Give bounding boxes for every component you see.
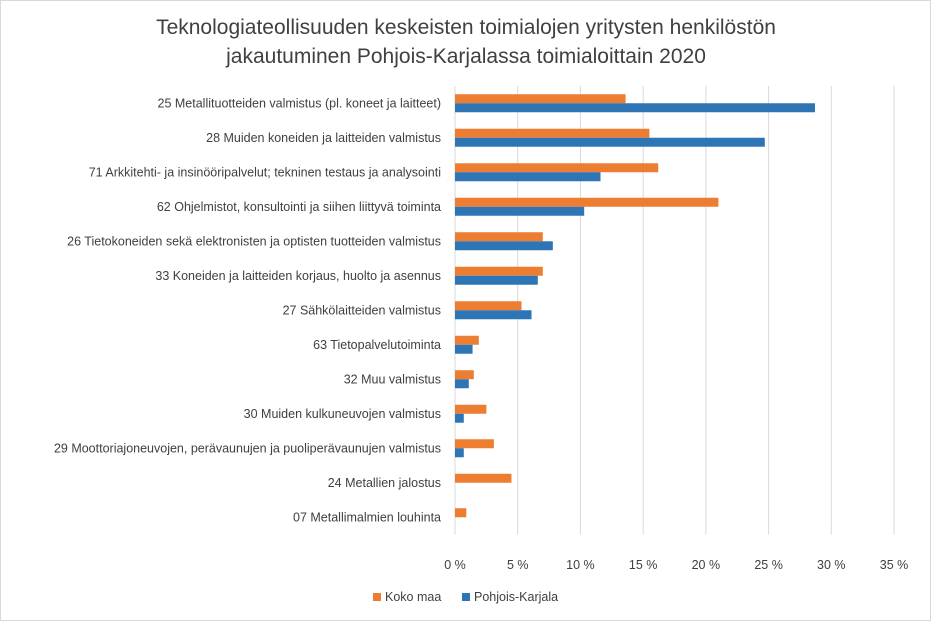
category-label-1: 28 Muiden koneiden ja laitteiden valmist… — [206, 131, 441, 145]
bar-pohjois-karjala-3 — [455, 206, 585, 216]
chart-title-line-2: jakautuminen Pohjois-Karjalassa toimialo… — [225, 45, 706, 68]
bar-koko-maa-6 — [455, 301, 522, 311]
legend-swatch-pohjois-karjala — [462, 593, 470, 601]
bar-koko-maa-1 — [455, 128, 650, 138]
x-tick-label-4: 20 % — [692, 558, 721, 572]
x-tick-label-3: 15 % — [629, 558, 658, 572]
category-label-4: 26 Tietokoneiden sekä elektronisten ja o… — [67, 234, 441, 248]
bar-pohjois-karjala-1 — [455, 137, 765, 147]
bar-koko-maa-12 — [455, 508, 467, 518]
bars — [455, 94, 815, 518]
gridlines — [454, 86, 895, 535]
category-label-8: 32 Muu valmistus — [344, 372, 441, 386]
x-tick-label-6: 30 % — [817, 558, 846, 572]
category-label-2: 71 Arkkitehti- ja insinööripalvelut; tek… — [89, 165, 441, 179]
bar-pohjois-karjala-10 — [455, 448, 464, 458]
bar-koko-maa-11 — [455, 473, 512, 483]
category-label-10: 29 Moottoriajoneuvojen, perävaunujen ja … — [54, 441, 441, 455]
bar-pohjois-karjala-5 — [455, 275, 538, 285]
category-label-6: 27 Sähkölaitteiden valmistus — [283, 303, 441, 317]
x-tick-label-5: 25 % — [754, 558, 783, 572]
chart-title: Teknologiateollisuuden keskeisten toimia… — [156, 16, 776, 68]
category-label-12: 07 Metallimalmien louhinta — [293, 510, 441, 524]
bar-koko-maa-9 — [455, 404, 487, 414]
bar-pohjois-karjala-2 — [455, 172, 601, 182]
bar-koko-maa-8 — [455, 370, 474, 380]
bar-koko-maa-5 — [455, 266, 543, 276]
category-labels: 25 Metallituotteiden valmistus (pl. kone… — [54, 96, 441, 524]
bar-pohjois-karjala-7 — [455, 344, 473, 354]
x-tick-label-7: 35 % — [880, 558, 909, 572]
category-label-3: 62 Ohjelmistot, konsultointi ja siihen l… — [157, 200, 441, 214]
bar-koko-maa-10 — [455, 439, 494, 449]
x-tick-labels: 0 % 5 % 10 % 15 % 20 % 25 % 30 % 35 % — [444, 558, 908, 572]
bar-pohjois-karjala-4 — [455, 241, 553, 251]
x-tick-label-2: 10 % — [566, 558, 595, 572]
bar-pohjois-karjala-8 — [455, 379, 469, 389]
x-tick-label-1: 5 % — [507, 558, 529, 572]
bar-koko-maa-2 — [455, 163, 659, 173]
bar-pohjois-karjala-6 — [455, 310, 532, 320]
category-label-5: 33 Koneiden ja laitteiden korjaus, huolt… — [155, 269, 441, 283]
legend-label-koko-maa: Koko maa — [385, 590, 441, 604]
category-label-7: 63 Tietopalvelutoiminta — [313, 338, 441, 352]
bar-pohjois-karjala-9 — [455, 413, 464, 423]
bar-koko-maa-0 — [455, 94, 626, 104]
legend[interactable]: Koko maa Pohjois-Karjala — [373, 590, 558, 604]
bar-koko-maa-4 — [455, 232, 543, 242]
x-tick-label-0: 0 % — [444, 558, 466, 572]
category-label-9: 30 Muiden kulkuneuvojen valmistus — [244, 407, 441, 421]
legend-label-pohjois-karjala: Pohjois-Karjala — [474, 590, 558, 604]
bar-pohjois-karjala-0 — [455, 103, 815, 113]
category-label-11: 24 Metallien jalostus — [328, 476, 441, 490]
category-label-0: 25 Metallituotteiden valmistus (pl. kone… — [158, 96, 441, 110]
chart-title-line-1: Teknologiateollisuuden keskeisten toimia… — [156, 16, 776, 39]
bar-koko-maa-3 — [455, 197, 719, 207]
legend-swatch-koko-maa — [373, 593, 381, 601]
bar-koko-maa-7 — [455, 335, 479, 345]
